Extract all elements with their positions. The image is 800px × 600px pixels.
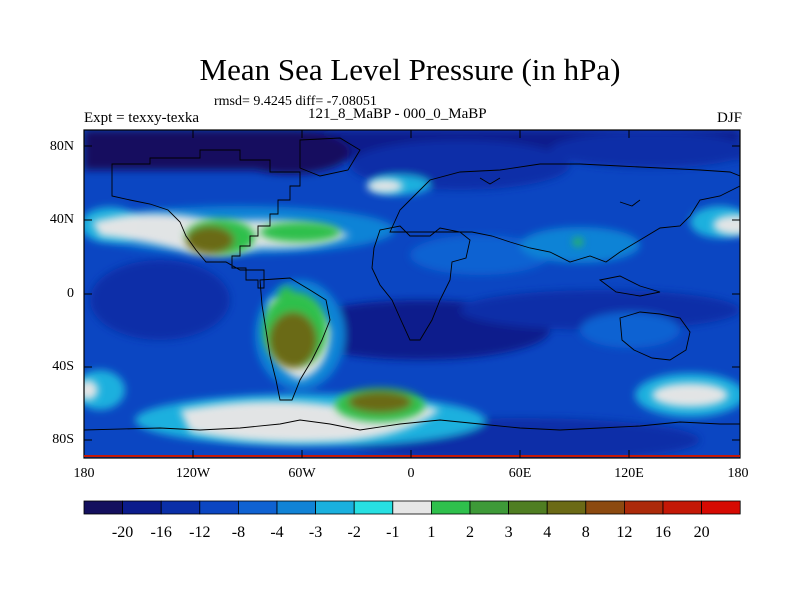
x-tick-60w: 60W [288,466,316,481]
colorbar-swatch [276,500,316,515]
y-tick-0: 0 [67,286,74,301]
colorbar-swatch [315,500,355,515]
colorbar-swatch [160,500,201,515]
colorbar-swatch [662,500,702,515]
colorbar-label: 2 [466,524,474,541]
x-tick-0: 0 [407,466,415,481]
x-tick-120w: 120W [175,466,211,481]
colorbar-label: 3 [505,524,513,541]
x-tick-180w: 180 [73,466,95,481]
map-title: Mean Sea Level Pressure (in hPa) [199,52,621,87]
pressure-field [84,130,740,458]
colorbar-label: 1 [427,524,435,541]
colorbar-swatch [701,500,741,515]
colorbar-swatch [546,500,587,515]
colorbar-swatch [430,500,471,515]
axis-ticks [84,130,740,458]
x-tick-120e: 120E [614,466,644,481]
y-tick-80s: 80S [52,432,74,447]
colorbar-label: 4 [543,524,551,541]
colorbar-label: 16 [655,524,671,541]
colorbar-swatch [199,500,239,515]
colorbar-swatch [122,500,162,515]
colorbar-swatch [83,500,123,515]
colorbar-swatch [237,500,278,515]
colorbar-label: -1 [386,524,399,541]
colorbar-swatch [469,500,509,515]
season-label: DJF [716,110,742,126]
colorbar-label: -8 [232,524,245,541]
experiment-label: Expt = texxy-texka [84,110,200,126]
colorbar-swatch [508,500,548,515]
colorbar-label: -2 [348,524,361,541]
x-tick-60e: 60E [508,466,532,481]
colorbar-label: -16 [151,524,172,541]
colorbar-swatch [392,500,432,515]
colorbar-label: -20 [112,524,133,541]
coastlines [84,137,740,431]
colorbar-label: 12 [616,524,632,541]
y-tick-80n: 80N [49,139,74,154]
colorbar-label: -3 [309,524,322,541]
colorbar: -20 -16 -12 -8 -4 -3 -2 -1 1 2 3 4 8 12 16 20 [83,500,741,541]
colorbar-swatch [624,500,664,515]
rmsd-diff-stats: rmsd= 9.4245 diff= -7.08051 [214,94,377,109]
colorbar-swatch [585,500,625,515]
y-tick-40s: 40S [52,359,74,374]
x-tick-180e: 180 [727,466,749,481]
difference-label: 121_8_MaBP - 000_0_MaBP [308,106,487,122]
colorbar-label: -4 [270,524,283,541]
y-tick-40n: 40N [49,212,74,227]
colorbar-swatch [353,500,394,515]
colorbar-label: 20 [694,524,710,541]
colorbar-label: 8 [582,524,590,541]
colorbar-label: -12 [189,524,210,541]
